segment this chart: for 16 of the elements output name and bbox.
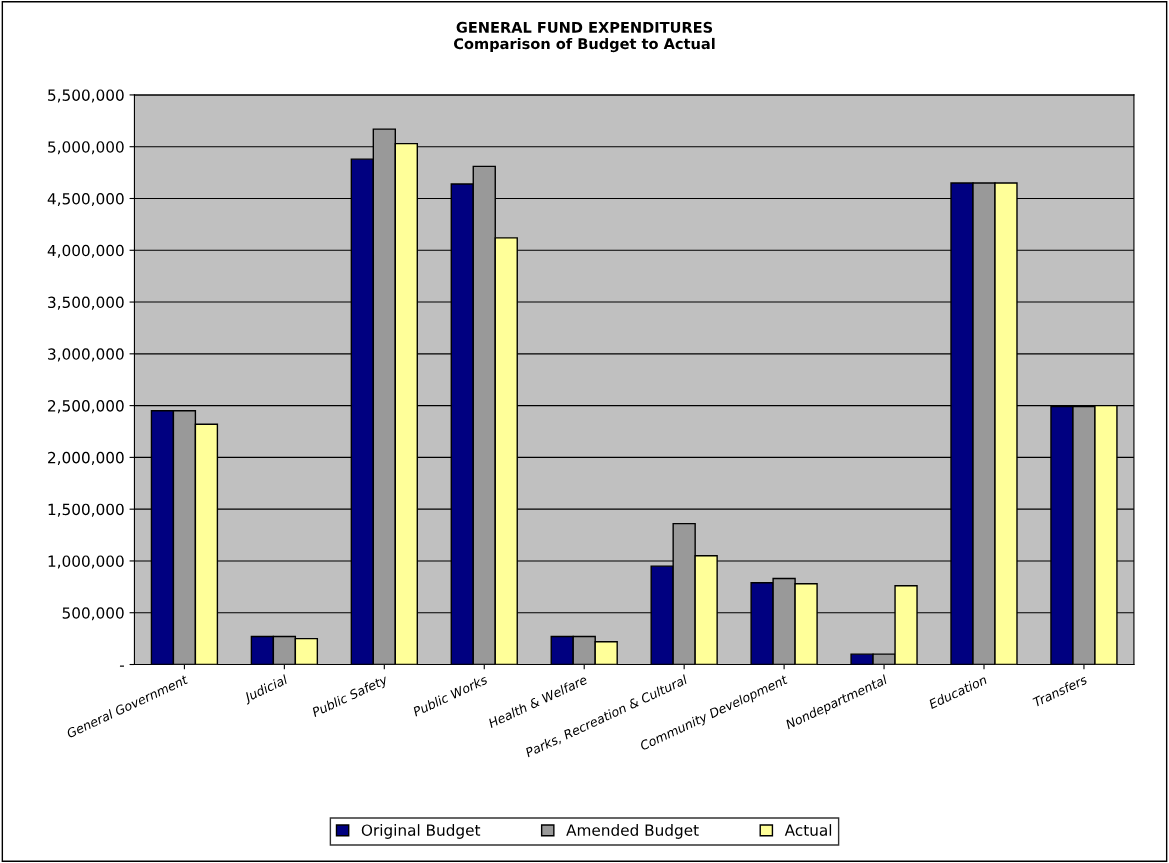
legend-label: Amended Budget bbox=[566, 824, 699, 839]
y-tick-label: 1,000,000 bbox=[48, 555, 124, 569]
y-tick-label: 4,000,000 bbox=[47, 244, 124, 258]
y-tick-label: 2,000,000 bbox=[48, 451, 124, 465]
y-tick-label: - bbox=[119, 665, 124, 667]
y-tick-label: 3,000,000 bbox=[48, 348, 124, 362]
legend-label: Original Budget bbox=[361, 824, 481, 839]
y-tick-label: 5,000,000 bbox=[48, 141, 124, 155]
y-tick-label: 3,500,000 bbox=[48, 296, 124, 310]
y-tick-label: 500,000 bbox=[62, 607, 124, 621]
y-tick-label: 4,500,000 bbox=[47, 192, 124, 207]
legend-label: Actual bbox=[784, 824, 832, 836]
y-tick-label: 5,500,000 bbox=[48, 89, 124, 103]
y-tick-label: 1,500,000 bbox=[48, 503, 124, 517]
chart-title: GENERAL FUND EXPENDITURES Comparison of Budget to Actual bbox=[453, 21, 715, 53]
y-tick-label: 2,500,000 bbox=[48, 400, 124, 414]
